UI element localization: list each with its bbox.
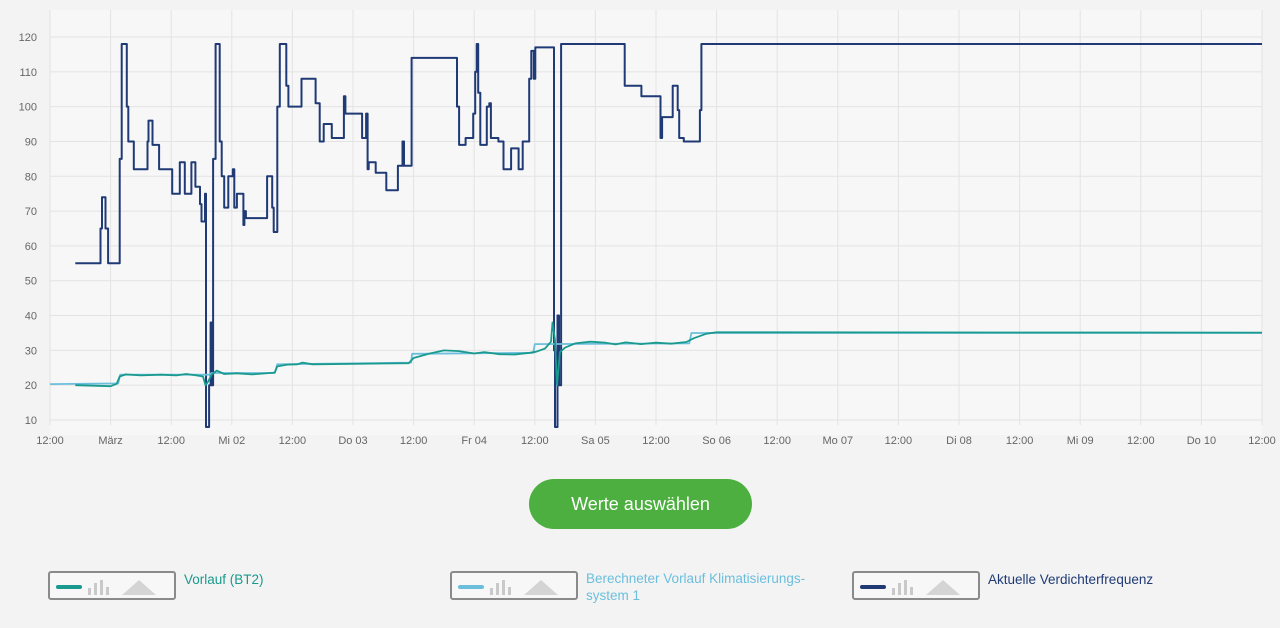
chart-grid bbox=[49, 10, 1263, 435]
x-tick-label: 12:00 bbox=[1127, 435, 1155, 447]
x-tick-label: 12:00 bbox=[1248, 435, 1276, 447]
area-series-icon bbox=[926, 580, 960, 595]
area-series-icon bbox=[524, 580, 558, 595]
legend-item-vorlauf[interactable]: Vorlauf (BT2) bbox=[48, 571, 264, 600]
x-tick-label: 12:00 bbox=[157, 435, 185, 447]
x-tick-label: 12:00 bbox=[279, 435, 307, 447]
legend-label: Berechneter Vorlauf Klimatisierungs- sys… bbox=[586, 571, 806, 603]
legend-item-berechneter-vorlauf[interactable]: Berechneter Vorlauf Klimatisierungs- sys… bbox=[450, 571, 805, 604]
x-tick-label: 12:00 bbox=[400, 435, 428, 447]
x-tick-label: Do 03 bbox=[338, 435, 367, 447]
y-tick-label: 70 bbox=[25, 206, 37, 218]
y-tick-label: 50 bbox=[25, 276, 37, 288]
select-values-button[interactable]: Werte auswählen bbox=[529, 479, 752, 529]
line-chart: 10 20 30 40 50 60 70 80 90 100 110 120 12:00 März 12:0… bbox=[19, 10, 1276, 447]
y-tick-label: 80 bbox=[25, 171, 37, 183]
x-tick-label: 12:00 bbox=[885, 435, 913, 447]
bar-series-icon bbox=[490, 580, 511, 595]
series-line-aktuelle-verdichterfrequenz bbox=[75, 43, 1262, 428]
x-tick-label: 12:00 bbox=[763, 435, 791, 447]
y-tick-label: 40 bbox=[25, 311, 37, 323]
x-tick-label: So 06 bbox=[702, 435, 731, 447]
y-tick-label: 60 bbox=[25, 241, 37, 253]
x-tick-label: Fr 04 bbox=[461, 435, 487, 447]
legend-toggle-box[interactable] bbox=[48, 571, 176, 600]
line-series-icon bbox=[860, 585, 886, 589]
y-tick-label: 120 bbox=[19, 32, 37, 44]
legend-toggle-box[interactable] bbox=[450, 571, 578, 600]
line-series-icon bbox=[56, 585, 82, 589]
x-tick-label: 12:00 bbox=[642, 435, 670, 447]
y-tick-label: 90 bbox=[25, 136, 37, 148]
x-tick-label: 12:00 bbox=[36, 435, 64, 447]
legend-label: Aktuelle Verdichterfrequenz bbox=[988, 572, 1154, 587]
bar-series-icon bbox=[88, 580, 109, 595]
line-series-icon bbox=[458, 585, 484, 589]
y-tick-label: 10 bbox=[25, 415, 37, 427]
chart-series bbox=[49, 43, 1263, 428]
y-tick-label: 110 bbox=[19, 67, 37, 79]
chart-axes: 10 20 30 40 50 60 70 80 90 100 110 120 12:00 März 12:0… bbox=[19, 32, 1276, 447]
x-tick-label: Sa 05 bbox=[581, 435, 610, 447]
legend-item-verdichterfrequenz[interactable]: Aktuelle Verdichterfrequenz bbox=[852, 571, 1153, 600]
y-tick-label: 30 bbox=[25, 345, 37, 357]
x-tick-label: Do 10 bbox=[1187, 435, 1216, 447]
x-tick-label: 12:00 bbox=[1006, 435, 1034, 447]
x-tick-label: Di 08 bbox=[946, 435, 972, 447]
x-tick-label: Mo 07 bbox=[823, 435, 854, 447]
area-series-icon bbox=[122, 580, 156, 595]
x-tick-label: 12:00 bbox=[521, 435, 549, 447]
bar-series-icon bbox=[892, 580, 913, 595]
x-tick-label: Mi 02 bbox=[218, 435, 245, 447]
x-tick-label: März bbox=[98, 435, 122, 447]
y-tick-label: 20 bbox=[25, 380, 37, 392]
x-tick-label: Mi 09 bbox=[1067, 435, 1094, 447]
y-tick-label: 100 bbox=[19, 102, 37, 114]
legend-label: Vorlauf (BT2) bbox=[184, 572, 264, 587]
legend-toggle-box[interactable] bbox=[852, 571, 980, 600]
series-line-vorlauf-bt2 bbox=[75, 321, 1263, 388]
